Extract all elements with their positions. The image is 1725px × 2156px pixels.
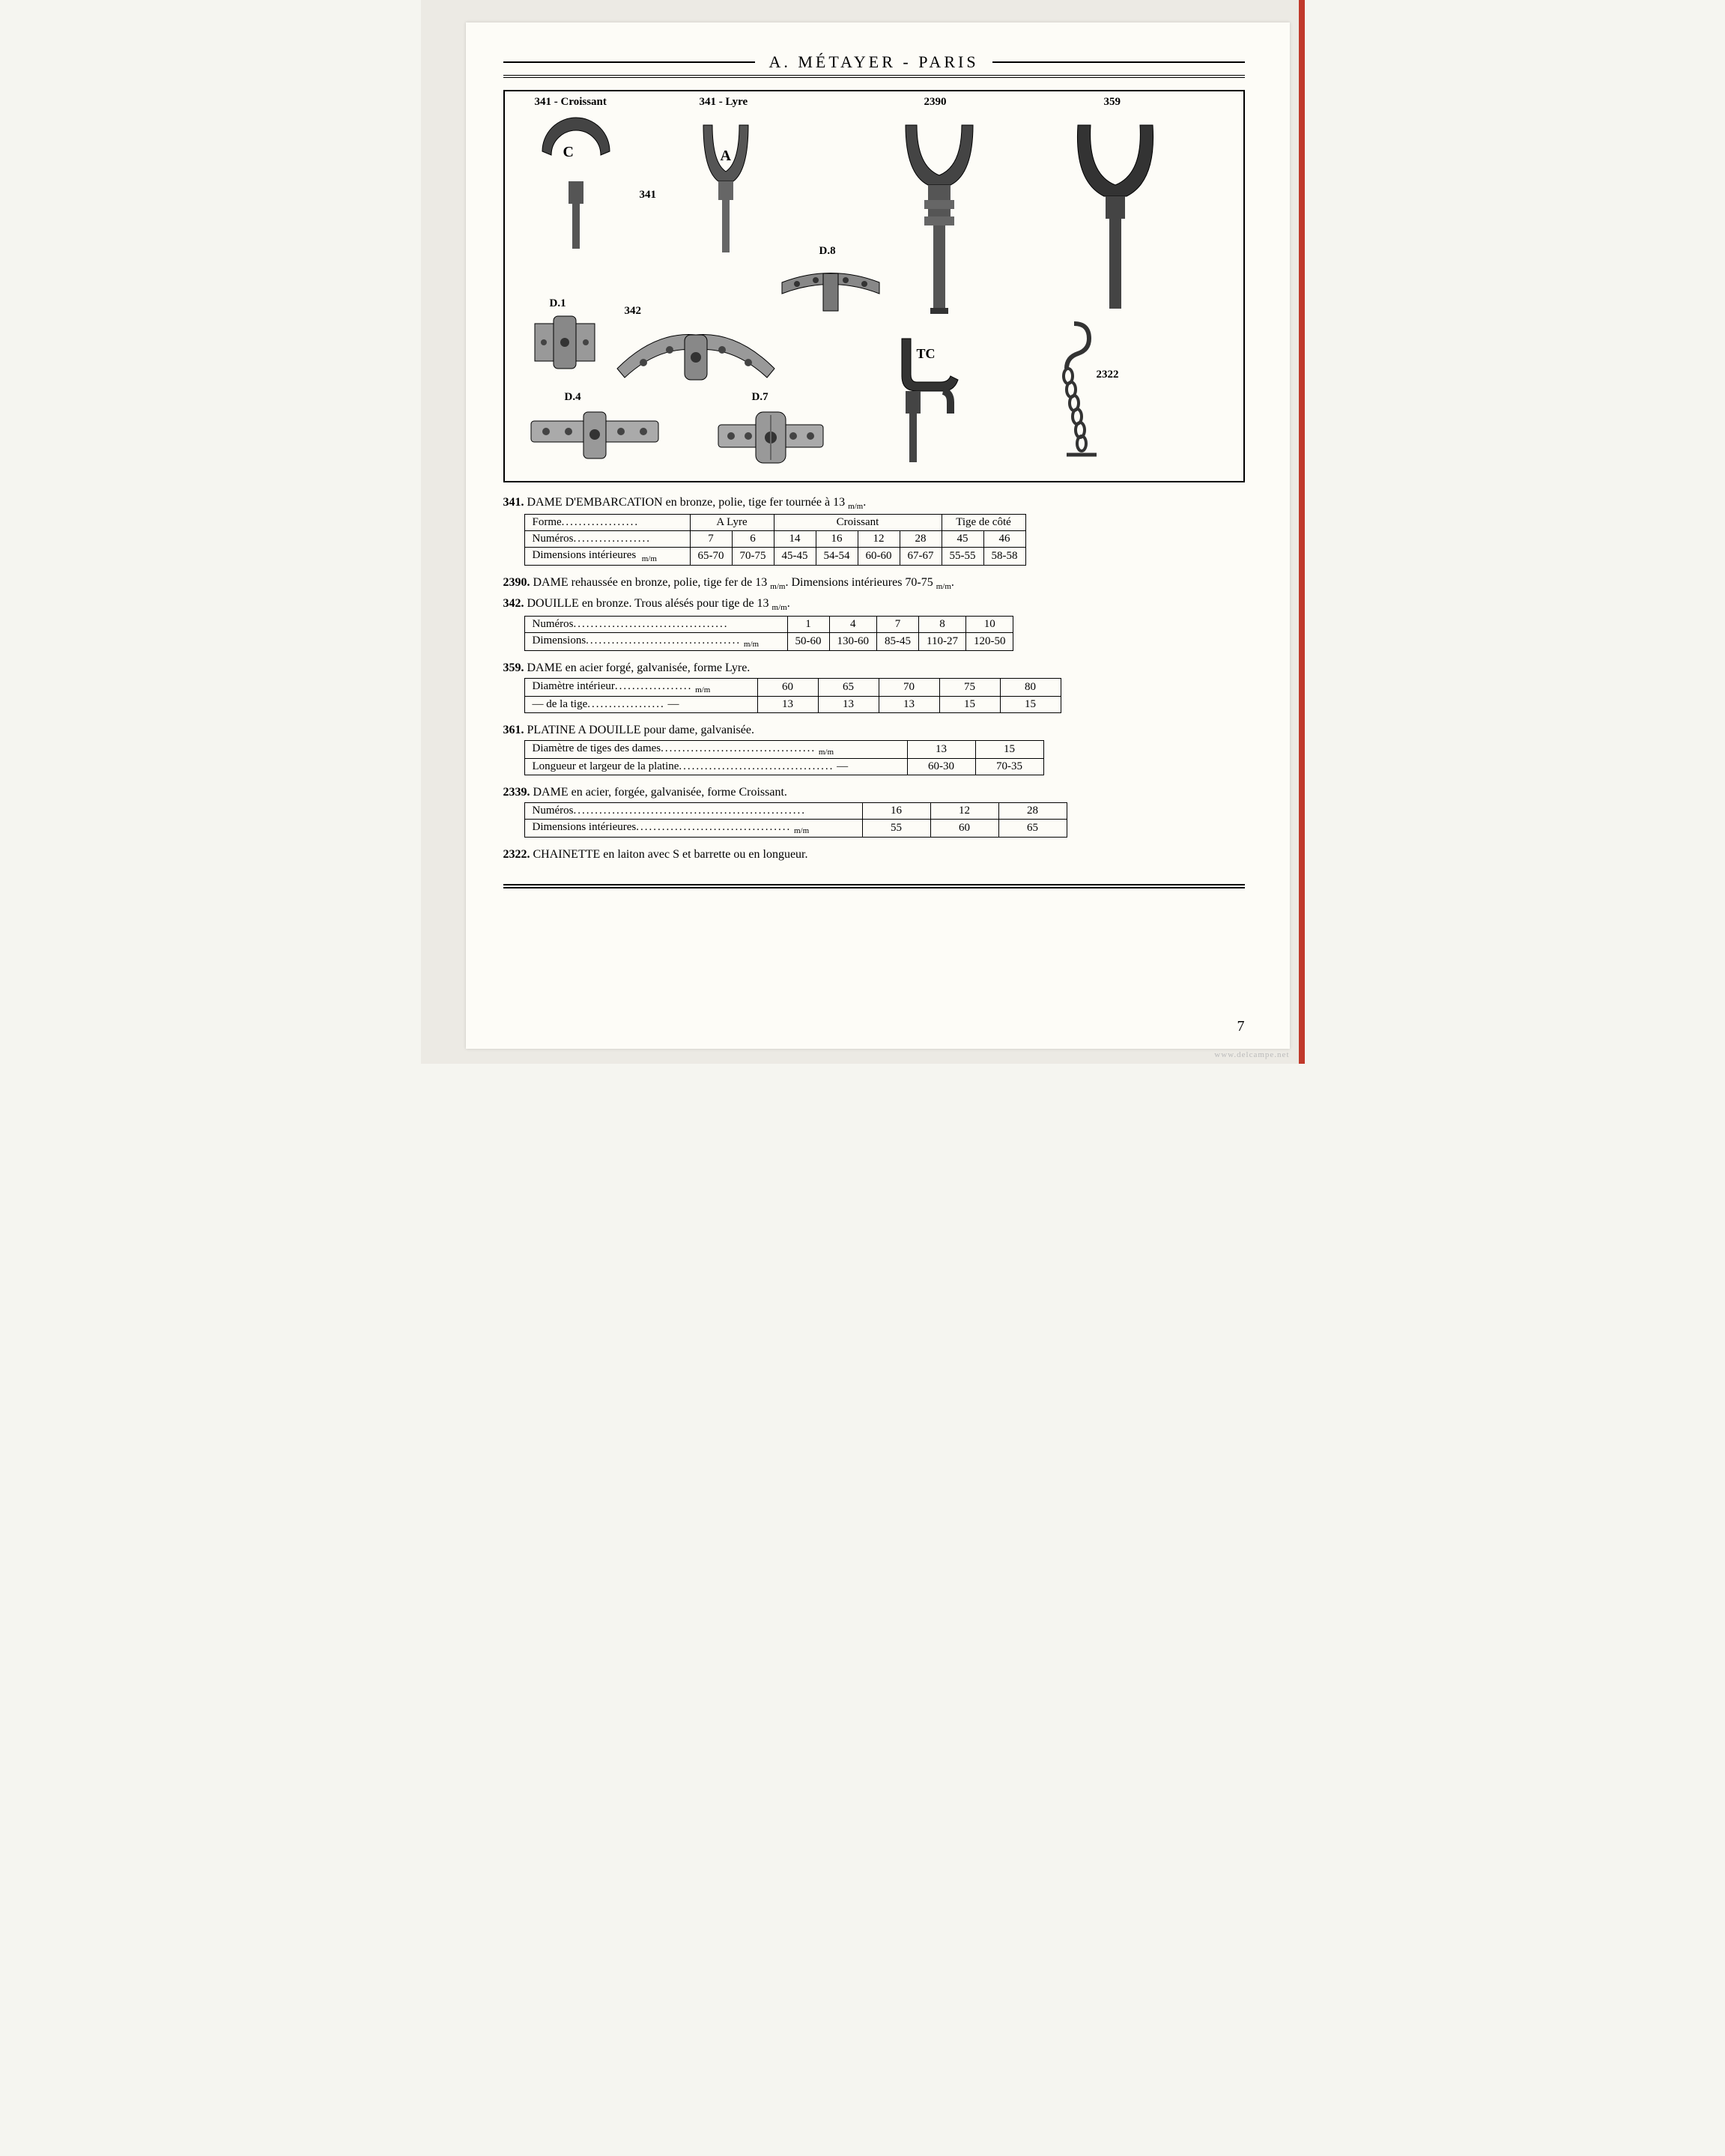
ref-2339: 2339. xyxy=(503,786,530,799)
ref-342: 342. xyxy=(503,597,524,610)
label-tc: TC xyxy=(917,346,936,362)
entry-361: 361. PLATINE A DOUILLE pour dame, galvan… xyxy=(503,724,1245,737)
entry-342: 342. DOUILLE en bronze. Trous alésés pou… xyxy=(503,597,1245,612)
footer-rules xyxy=(503,884,1245,888)
col-croissant: Croissant xyxy=(774,515,942,531)
table-361: Diamètre de tiges des dames m/m 13 15 Lo… xyxy=(524,740,1044,775)
label-341-croissant: 341 - Croissant xyxy=(535,96,607,109)
book-spine xyxy=(1299,0,1305,1064)
chain-2322-icon xyxy=(1029,316,1119,473)
desc-359: en acier forgé, galvanisée, forme Lyre. xyxy=(563,661,751,674)
ref-361: 361. xyxy=(503,724,524,736)
table-2339: Numéros 16 12 28 Dimensions intérieures … xyxy=(524,802,1067,838)
scan-background: A. MÉTAYER - PARIS 341 - Croissant 341 -… xyxy=(421,0,1305,1064)
entry-341: 341. DAME D'EMBARCATION en bronze, polie… xyxy=(503,496,1245,511)
socket-d1-icon xyxy=(531,312,598,372)
entry-2390: 2390. DAME rehaussée en bronze, polie, t… xyxy=(503,576,1245,591)
col-tige: Tige de côté xyxy=(942,515,1025,531)
desc-342: en bronze. Trous alésés pour tige de 13 xyxy=(579,597,772,610)
page-number: 7 xyxy=(1237,1018,1245,1035)
table-row: Dimensions intérieures m/m 65-70 70-75 4… xyxy=(524,548,1025,566)
socket-d4-icon xyxy=(527,406,662,466)
header-rule-right xyxy=(992,61,1245,63)
header-double-rule xyxy=(503,75,1245,78)
row-dim: Dimensions intérieures xyxy=(533,549,637,561)
oarlock-359-icon xyxy=(1059,106,1171,324)
oarlock-croissant-icon xyxy=(527,110,625,260)
table-row: Longueur et largeur de la platine — 60-3… xyxy=(524,758,1043,775)
entry-2339: 2339. DAME en acier, forgée, galvanisée,… xyxy=(503,786,1245,799)
table-row: Dimensions m/m 50-60 130-60 85-45 110-27… xyxy=(524,632,1013,650)
name-2322: CHAINETTE xyxy=(533,848,601,861)
entry-359: 359. DAME en acier forgé, galvanisée, fo… xyxy=(503,661,1245,675)
entry-2322: 2322. CHAINETTE en laiton avec S et barr… xyxy=(503,848,1245,862)
desc2-2390: . Dimensions intérieures 70-75 xyxy=(785,576,936,589)
socket-d7-icon xyxy=(715,406,827,470)
desc-361: pour dame, galvanisée. xyxy=(640,724,754,736)
label-d8: D.8 xyxy=(819,245,836,258)
label-d1: D.1 xyxy=(550,297,566,310)
page-header: A. MÉTAYER - PARIS xyxy=(503,52,1245,72)
header-rule-left xyxy=(503,61,756,63)
name-361: PLATINE A DOUILLE xyxy=(527,724,641,736)
label-d4: D.4 xyxy=(565,391,581,404)
table-row: Dimensions intérieures m/m 55 60 65 xyxy=(524,819,1067,837)
name-342: DOUILLE xyxy=(527,597,579,610)
label-341: 341 xyxy=(640,189,657,202)
table-row: Numéros 1 4 7 8 10 xyxy=(524,616,1013,632)
name-341: DAME D'EMBARCATION xyxy=(527,496,663,509)
name-2339: DAME xyxy=(533,786,569,799)
oarlock-2390-icon xyxy=(887,106,992,331)
label-341-lyre: 341 - Lyre xyxy=(700,96,748,109)
name-359: DAME xyxy=(527,661,563,674)
name-2390: DAME xyxy=(533,576,569,589)
desc-2390: rehaussée en bronze, polie, tige fer de … xyxy=(569,576,771,589)
table-row: Forme A Lyre Croissant Tige de côté xyxy=(524,515,1025,531)
socket-d8-icon xyxy=(774,260,887,320)
desc-2339: en acier, forgée, galvanisée, forme Croi… xyxy=(569,786,787,799)
watermark: www.delcampe.net xyxy=(1214,1050,1289,1059)
label-c: C xyxy=(563,144,574,161)
oarlock-lyre-icon xyxy=(685,110,767,267)
socket-342-icon xyxy=(610,316,782,391)
header-title: A. MÉTAYER - PARIS xyxy=(755,52,992,72)
ref-2390: 2390. xyxy=(503,576,530,589)
ref-341: 341. xyxy=(503,496,524,509)
label-d7: D.7 xyxy=(752,391,768,404)
ref-2322: 2322. xyxy=(503,848,530,861)
unit-341: m/m xyxy=(848,502,863,511)
table-row: Diamètre intérieur m/m 60 65 70 75 80 xyxy=(524,678,1061,696)
table-row: Numéros 16 12 28 xyxy=(524,802,1067,819)
table-359: Diamètre intérieur m/m 60 65 70 75 80 — … xyxy=(524,678,1061,713)
table-342: Numéros 1 4 7 8 10 Dimensions m/m 50-60 … xyxy=(524,616,1014,651)
table-row: Diamètre de tiges des dames m/m 13 15 xyxy=(524,740,1043,758)
table-341: Forme A Lyre Croissant Tige de côté Numé… xyxy=(524,514,1026,566)
label-a: A xyxy=(721,148,731,165)
col-lyre: A Lyre xyxy=(690,515,774,531)
illustration-panel: 341 - Croissant 341 - Lyre 2390 359 C 34… xyxy=(503,90,1245,482)
row-num: Numéros xyxy=(533,533,574,545)
desc-2322: en laiton avec S et barrette ou en longu… xyxy=(600,848,807,861)
row-forme: Forme xyxy=(533,516,562,528)
table-row: — de la tige — 13 13 13 15 15 xyxy=(524,696,1061,712)
table-row: Numéros 7 6 14 16 12 28 45 46 xyxy=(524,531,1025,548)
desc-341: en bronze, polie, tige fer tournée à 13 xyxy=(663,496,848,509)
ref-359: 359. xyxy=(503,661,524,674)
catalog-page: A. MÉTAYER - PARIS 341 - Croissant 341 -… xyxy=(466,22,1290,1049)
